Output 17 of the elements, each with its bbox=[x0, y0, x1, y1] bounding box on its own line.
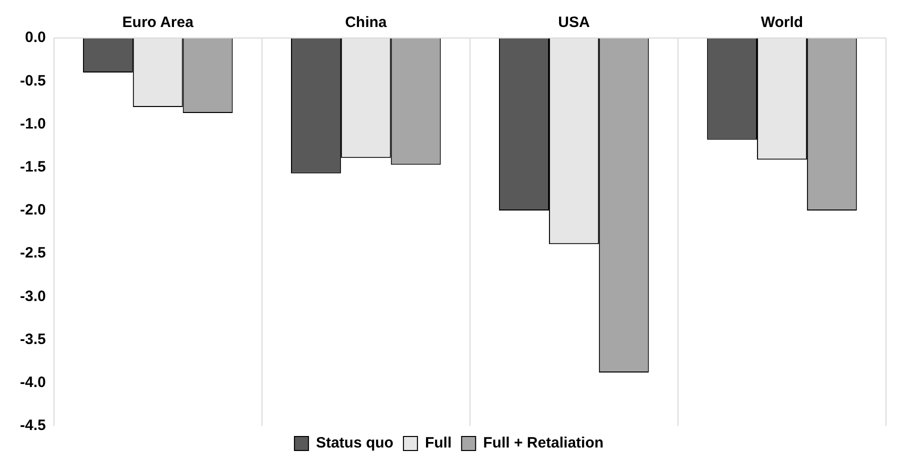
y-tick-label: -4.5 bbox=[20, 417, 46, 434]
legend-label: Full + Retaliation bbox=[483, 434, 604, 452]
x-tick-label: China bbox=[345, 14, 388, 32]
x-tick-label: Euro Area bbox=[122, 14, 194, 32]
y-tick-label: -2.5 bbox=[20, 244, 46, 262]
y-tick-label: 0.0 bbox=[24, 29, 46, 46]
y-tick-label: -3.5 bbox=[20, 330, 46, 348]
x-tick-label: World bbox=[760, 14, 804, 32]
y-tick-label: -3.0 bbox=[20, 288, 46, 305]
y-tick-label: -1.0 bbox=[20, 115, 46, 132]
y-tick-label: -1.5 bbox=[20, 158, 46, 176]
y-tick-label: -4.0 bbox=[20, 374, 46, 392]
y-tick-label: -2.0 bbox=[20, 202, 46, 219]
y-tick-label: -0.5 bbox=[20, 72, 46, 90]
x-tick-label: USA bbox=[558, 14, 590, 32]
legend-label: Full bbox=[424, 434, 452, 452]
legend-label: Status quo bbox=[316, 434, 394, 452]
